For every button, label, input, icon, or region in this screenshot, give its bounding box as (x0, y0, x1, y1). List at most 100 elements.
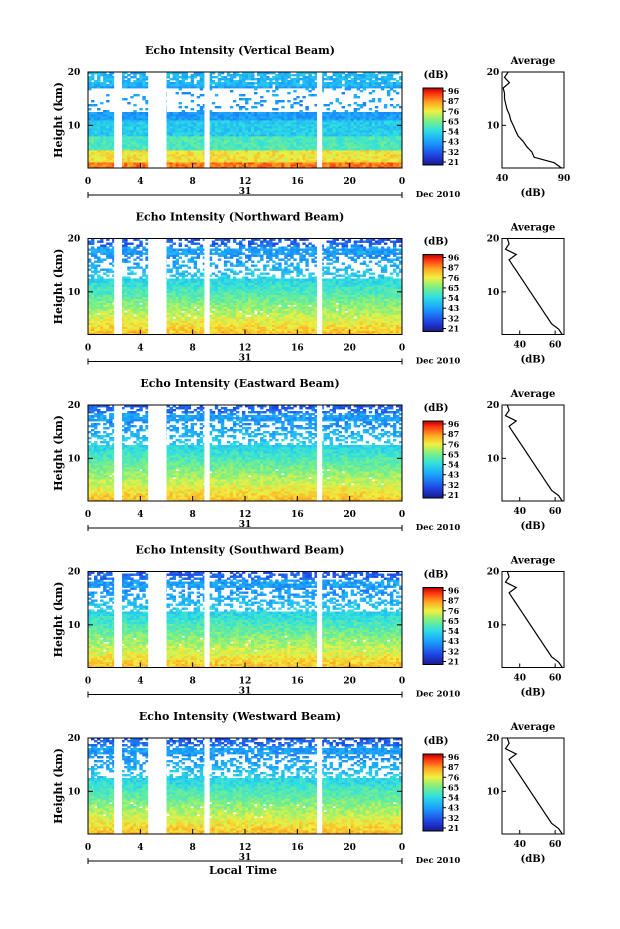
heatmap-cell (290, 154, 294, 157)
heatmap-cell (112, 124, 116, 127)
heatmap-cell (178, 144, 182, 147)
heatmap-cell (202, 160, 207, 163)
heatmap-cell (211, 152, 216, 155)
heatmap-cell (184, 124, 189, 127)
y-tick-label: 20 (68, 68, 81, 78)
heatmap-cell (169, 156, 173, 159)
heatmap-cell (395, 156, 400, 159)
heatmap-cell (193, 156, 198, 159)
heatmap-cell (238, 126, 243, 129)
heatmap-cell (329, 158, 333, 161)
heatmap-cell (91, 132, 95, 135)
heatmap-cell (323, 140, 327, 143)
heatmap-cell (245, 112, 249, 115)
heatmap-cell (302, 142, 306, 145)
heatmap-cell (353, 154, 358, 157)
heatmap-cell (341, 154, 346, 157)
heatmap-cell (353, 140, 358, 143)
heatmap-cell (248, 160, 252, 163)
heatmap-cell (238, 164, 243, 167)
heatmap-cell (377, 156, 382, 159)
heatmap-cell (190, 160, 195, 163)
heatmap-cell (263, 154, 267, 157)
heatmap-cell (392, 134, 397, 137)
heatmap-cell (299, 152, 303, 155)
heatmap-cell (214, 82, 219, 85)
heatmap-cell (103, 146, 107, 149)
heatmap-cell (326, 104, 330, 107)
heatmap-cell (139, 112, 143, 115)
heatmap-cell (302, 162, 306, 165)
heatmap-cell (130, 134, 134, 137)
heatmap-cell (263, 134, 267, 137)
heatmap-cell (208, 140, 213, 143)
heatmap-cell (214, 126, 219, 129)
heatmap-cell (362, 136, 367, 139)
heatmap-cell (121, 140, 125, 143)
heatmap-cell (223, 142, 228, 145)
heatmap-cell (169, 124, 173, 127)
heatmap-cell (124, 312, 128, 315)
heatmap-cell (299, 156, 303, 159)
heatmap-cell (335, 132, 339, 135)
heatmap-cell (130, 148, 134, 151)
heatmap-cell (133, 124, 137, 127)
heatmap-cell (94, 142, 98, 145)
heatmap-cell (181, 130, 186, 133)
heatmap-cell (181, 138, 186, 141)
heatmap-cell (97, 158, 101, 161)
heatmap-cell (94, 138, 98, 141)
heatmap-cell (254, 154, 258, 157)
heatmap-cell (383, 152, 388, 155)
heatmap-cell (97, 166, 101, 169)
heatmap-cell (323, 136, 327, 139)
heatmap-cell (254, 158, 258, 161)
heatmap-cell (229, 166, 234, 169)
heatmap-cell (332, 126, 336, 129)
heatmap-cell (356, 74, 361, 77)
heatmap-cell (91, 126, 95, 129)
heatmap-cell (181, 156, 186, 159)
heatmap-cell (109, 154, 113, 157)
heatmap-cell (356, 152, 361, 155)
heatmap-cell (136, 138, 140, 141)
heatmap-cell (365, 144, 370, 147)
heatmap-cell (166, 138, 170, 141)
heatmap-cell (106, 150, 110, 153)
heatmap-cell (91, 112, 95, 115)
heatmap-cell (172, 132, 176, 135)
heatmap-cell (335, 146, 339, 149)
heatmap-cell (214, 112, 219, 115)
heatmap-cell (284, 158, 288, 161)
heatmap-cell (323, 130, 327, 133)
heatmap-cell (323, 162, 327, 165)
heatmap-cell (229, 148, 234, 151)
heatmap-cell (338, 142, 343, 145)
heatmap-cell (220, 148, 225, 151)
heatmap-cell (278, 154, 282, 157)
heatmap-cell (347, 156, 352, 159)
heatmap-cell (377, 140, 382, 143)
heatmap-cell (172, 142, 176, 145)
heatmap-cell (293, 148, 297, 151)
heatmap-cell (251, 156, 255, 159)
heatmap-cell (314, 146, 318, 149)
heatmap-cell (386, 136, 391, 139)
heatmap-cell (263, 146, 267, 149)
heatmap-cell (305, 150, 309, 153)
heatmap-cell (269, 166, 273, 169)
heatmap-cell (184, 146, 189, 149)
heatmap-cell (142, 148, 146, 151)
heatmap-cell (296, 96, 300, 99)
heatmap-cell (184, 148, 189, 151)
heatmap-cell (350, 142, 355, 145)
heatmap-cell (389, 162, 394, 165)
heatmap-cell (266, 138, 270, 141)
heatmap-cell (353, 134, 358, 137)
heatmap-cell (302, 128, 306, 131)
heatmap-cell (260, 166, 264, 169)
heatmap-cell (145, 164, 149, 167)
heatmap-cell (217, 142, 222, 145)
heatmap-cell (362, 112, 367, 115)
heatmap-cell (142, 96, 146, 99)
